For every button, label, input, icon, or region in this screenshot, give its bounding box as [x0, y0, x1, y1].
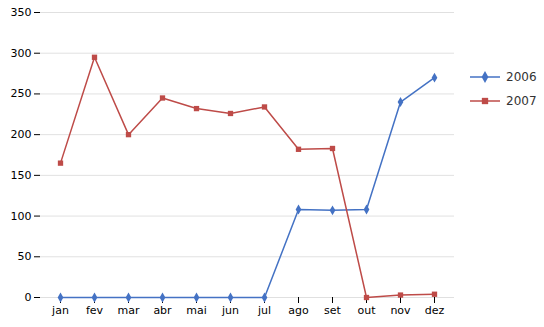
svg-text:fev: fev	[86, 304, 104, 317]
svg-text:set: set	[324, 304, 341, 317]
svg-text:150: 150	[11, 169, 32, 182]
svg-text:100: 100	[11, 210, 32, 223]
svg-text:250: 250	[11, 87, 32, 100]
svg-text:mar: mar	[118, 304, 140, 317]
svg-text:dez: dez	[425, 304, 445, 317]
svg-text:300: 300	[11, 47, 32, 60]
html-text:2007: 2007	[506, 94, 537, 108]
svg-text:jan: jan	[51, 304, 69, 317]
svg-text:abr: abr	[153, 304, 172, 317]
svg-text:mai: mai	[186, 304, 207, 317]
svg-text:out: out	[357, 304, 376, 317]
svg-text:50: 50	[18, 250, 32, 263]
svg-text:jul: jul	[257, 304, 271, 317]
svg-text:350: 350	[11, 6, 32, 19]
svg-text:200: 200	[11, 128, 32, 141]
svg-text:jun: jun	[221, 304, 239, 317]
html-text:2006: 2006	[506, 70, 537, 84]
svg-text:0: 0	[25, 291, 32, 304]
svg-text:nov: nov	[390, 304, 411, 317]
svg-text:ago: ago	[288, 304, 309, 317]
